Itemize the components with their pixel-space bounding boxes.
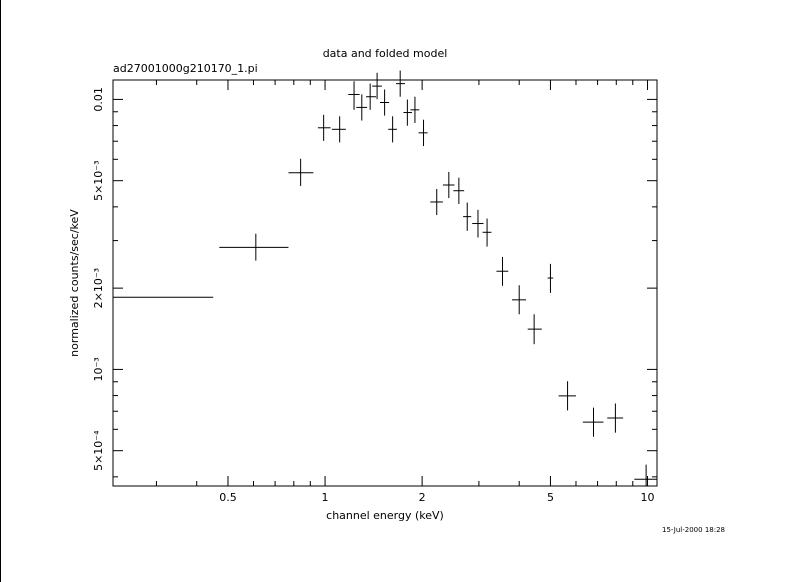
data-point	[379, 89, 390, 116]
x-tick-label: 0.5	[219, 491, 237, 504]
x-tick-label: 2	[419, 491, 426, 504]
y-tick-label: 5×10⁻³	[92, 160, 105, 200]
data-point	[496, 256, 509, 286]
data-point	[288, 158, 314, 186]
data-point	[527, 314, 542, 345]
data-point	[463, 202, 472, 231]
y-axis-label: normalized counts/sec/keV	[68, 209, 81, 357]
data-point	[442, 171, 455, 199]
data-point	[418, 119, 428, 147]
data-point	[317, 114, 331, 141]
timestamp: 15-Jul-2000 18:28	[662, 526, 725, 534]
data-point	[396, 70, 406, 97]
x-tick-labels: 0.5 1 2 5 10	[219, 491, 654, 504]
chart-subtitle: ad27001000g210170_1.pi	[113, 62, 258, 75]
y-tick-label: 5×10⁻⁴	[92, 430, 105, 471]
data-point	[219, 233, 289, 261]
data-point	[482, 218, 492, 247]
data-points	[112, 70, 657, 486]
data-point	[356, 94, 368, 121]
chart-title: data and folded model	[323, 47, 448, 60]
data-point	[348, 81, 360, 110]
x-axis-label: channel energy (keV)	[326, 509, 444, 522]
data-point	[453, 177, 465, 204]
data-point	[634, 464, 657, 486]
data-point	[372, 72, 382, 100]
y-tick-label: 10⁻³	[92, 357, 105, 381]
y-tick-label: 0.01	[92, 87, 105, 112]
data-point	[430, 188, 443, 216]
plot-frame	[112, 79, 658, 487]
y-tick-label: 2×10⁻³	[92, 268, 105, 308]
data-point	[388, 116, 397, 143]
y-tick-labels: 0.01 5×10⁻³ 2×10⁻³ 10⁻³ 5×10⁻⁴	[92, 87, 105, 471]
x-tick-label: 10	[641, 491, 655, 504]
data-point	[112, 281, 214, 313]
data-point	[472, 209, 484, 238]
axis-ticks	[113, 80, 657, 486]
data-point	[366, 83, 377, 110]
data-point	[403, 99, 412, 126]
x-tick-label: 5	[547, 491, 554, 504]
data-point	[607, 403, 624, 433]
x-tick-label: 1	[322, 491, 329, 504]
data-point	[331, 116, 346, 143]
data-point	[410, 96, 420, 123]
data-point	[547, 263, 554, 293]
data-point	[558, 381, 576, 411]
data-point	[582, 407, 604, 437]
data-point	[512, 285, 527, 315]
